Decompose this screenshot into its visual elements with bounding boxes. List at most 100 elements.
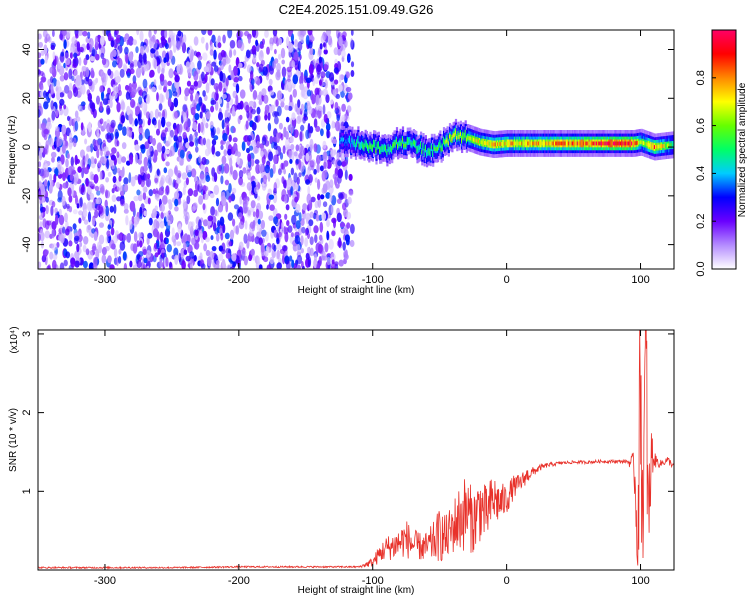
spectrogram-ridge-cell	[520, 141, 523, 146]
spectrogram-cell	[213, 49, 217, 60]
spectrogram-cell	[282, 145, 286, 155]
spectrogram-cell	[156, 194, 160, 202]
spectrogram-cell	[153, 79, 157, 86]
spectrogram-cell	[156, 243, 160, 250]
spectrogram-cell	[350, 61, 355, 68]
spectrogram-cell	[38, 41, 43, 48]
spectrogram-cell	[201, 71, 205, 82]
spectrogram-cell	[258, 91, 263, 101]
spectrogram-ridge-cell	[656, 144, 659, 149]
spectrogram-cell	[278, 231, 282, 238]
spectrogram-cell	[126, 72, 131, 79]
spectrogram-cell	[268, 194, 275, 200]
spectrogram-ridge-cell	[642, 141, 646, 145]
spectrogram-cell	[89, 56, 95, 62]
spectrogram-cell	[143, 257, 148, 264]
spectrogram-cell	[221, 94, 227, 99]
spectrogram-cell	[56, 241, 60, 248]
spectrogram-cell	[138, 127, 144, 134]
spectrogram-cell	[87, 158, 92, 168]
spectrogram-cell	[155, 220, 160, 229]
spectrogram-cell	[133, 195, 139, 202]
spectrogram-cell	[164, 30, 168, 39]
spectrogram-cell	[341, 114, 346, 121]
spectrogram-y-ticks: -40 -20 0 20 40	[21, 43, 674, 253]
spectrogram-cell	[82, 244, 87, 253]
spectrogram-ridge-cell	[344, 142, 347, 146]
spectrogram-cell	[238, 62, 243, 69]
spectrogram-ridge-cell	[536, 141, 540, 146]
spectrogram-cell	[305, 179, 311, 185]
spectrogram-cell	[276, 69, 281, 78]
spectrogram-ridge-cell	[454, 130, 458, 135]
spectrogram-cell	[269, 43, 273, 51]
spectrogram-cell	[232, 137, 238, 143]
spectrogram-ridge-cell	[624, 141, 628, 146]
spectrogram-cell	[74, 235, 80, 241]
spectrogram-cell	[250, 200, 256, 209]
spectrogram-cell	[239, 196, 243, 205]
spectrogram-cell	[218, 111, 223, 121]
spectrogram-cell	[253, 146, 259, 154]
spectrogram-cell	[63, 84, 70, 94]
spectrogram-ridge-cell	[629, 141, 632, 146]
spectrogram-cell	[276, 90, 283, 101]
spectrogram-cell	[90, 156, 95, 165]
snr-x-tick-label: -300	[94, 575, 116, 587]
spectrogram-ridge-cell	[664, 143, 667, 148]
spectrogram-cell	[236, 156, 241, 165]
spectrogram-cell	[142, 78, 148, 89]
spectrogram-cell	[269, 204, 275, 211]
spectrogram-cell	[57, 197, 63, 203]
spectrogram-cell	[264, 30, 269, 38]
spectrogram-cell	[345, 71, 350, 79]
spectrogram-cell	[73, 52, 78, 59]
spectrogram-x-tick-label: 100	[631, 274, 649, 286]
spectrogram-ridge-cell	[649, 143, 652, 148]
spectrogram-ridge-cell	[630, 141, 634, 146]
spectrogram-cell	[103, 73, 108, 83]
spectrogram-cell	[231, 110, 236, 117]
spectrogram-cell	[139, 30, 144, 42]
spectrogram-cell	[74, 110, 79, 119]
spectrogram-cell	[38, 108, 41, 118]
spectrogram-cell	[107, 87, 111, 95]
spectrogram-ridge-cell	[359, 144, 362, 148]
spectrogram-cell	[154, 177, 159, 183]
spectrogram-cell	[331, 120, 335, 129]
spectrogram-cell	[164, 149, 170, 155]
spectrogram-ridge-cell	[423, 151, 426, 156]
spectrogram-cell	[124, 183, 129, 193]
spectrogram-cell	[86, 201, 93, 212]
spectrogram-cell	[251, 122, 257, 131]
spectrogram-cell	[311, 93, 316, 105]
spectrogram-cell	[169, 261, 172, 268]
spectrogram-cell	[285, 116, 290, 123]
spectrogram-cell	[81, 84, 86, 95]
spectrogram-cell	[173, 247, 179, 257]
spectrogram-ridge-cell	[409, 138, 412, 143]
spectrogram-cell	[145, 250, 152, 258]
spectrogram-cell	[323, 113, 328, 123]
spectrogram-cell	[276, 62, 281, 73]
spectrogram-cell	[162, 195, 168, 205]
spectrogram-cell	[142, 264, 146, 269]
spectrogram-cell	[76, 203, 80, 209]
spectrogram-cell	[172, 91, 178, 97]
spectrogram-cell	[178, 252, 182, 263]
spectrogram-cell	[285, 131, 289, 140]
spectrogram-cell	[107, 32, 112, 42]
spectrogram-cell	[258, 99, 263, 106]
spectrogram-cell	[158, 103, 163, 111]
spectrogram-cell	[331, 230, 336, 237]
spectrogram-cell	[126, 105, 131, 116]
spectrogram-cell	[205, 82, 210, 94]
spectrogram-cell	[194, 131, 199, 138]
colorbar-label: Normalized spectral amplitude	[737, 82, 748, 217]
spectrogram-cell	[119, 185, 125, 196]
spectrogram-cell	[115, 37, 121, 44]
spectrogram-ridge-cell	[644, 141, 647, 146]
spectrogram-cell	[49, 179, 54, 190]
spectrogram-cell	[319, 221, 324, 233]
spectrogram-cell	[142, 44, 147, 54]
